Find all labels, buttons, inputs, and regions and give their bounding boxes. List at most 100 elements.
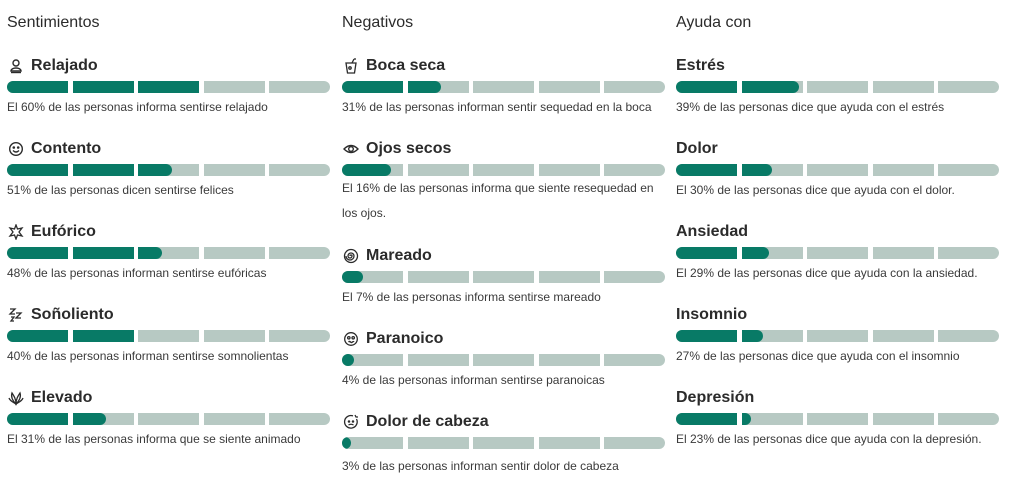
bar-segment xyxy=(473,164,534,176)
bar-fill xyxy=(741,330,763,342)
bar-segment xyxy=(473,271,534,283)
effect-item-relajado: Relajado El 60% de las personas informa … xyxy=(7,56,330,115)
percent-bar xyxy=(7,247,330,259)
effect-description: 3% de las personas informan sentir dolor… xyxy=(342,459,619,473)
percent-bar xyxy=(7,330,330,342)
effect-label: Contento xyxy=(31,140,102,157)
bar-fill xyxy=(676,81,737,93)
bar-segment xyxy=(872,81,934,93)
effect-label: Soñoliento xyxy=(31,306,114,323)
bar-fill xyxy=(7,247,68,259)
bar-segment xyxy=(938,330,999,342)
bar-fill xyxy=(7,330,68,342)
drink-icon xyxy=(342,57,360,75)
percent-bar xyxy=(676,247,999,259)
bar-fill xyxy=(676,413,737,425)
bar-fill xyxy=(72,247,134,259)
bar-segment xyxy=(203,164,265,176)
effect-item-ojos-secos: Ojos secos El 16% de las personas inform… xyxy=(342,139,665,226)
effect-label: Dolor de cabeza xyxy=(366,413,489,430)
effect-description: El 7% de las personas informa sentirse m… xyxy=(342,290,601,304)
bar-segment xyxy=(676,330,737,342)
bar-segment xyxy=(604,437,665,449)
bar-segment xyxy=(741,81,803,93)
bar-fill xyxy=(138,81,199,93)
bar-segment xyxy=(203,247,265,259)
bar-segment xyxy=(676,247,737,259)
percent-bar xyxy=(342,437,665,449)
bar-fill xyxy=(741,81,800,93)
bar-segment xyxy=(741,413,803,425)
helps-item-estres: Estrés 39% de las personas dice que ayud… xyxy=(676,56,999,115)
bar-segment xyxy=(203,330,265,342)
bar-segment xyxy=(407,81,469,93)
effect-description: 27% de las personas dice que ayuda con e… xyxy=(676,349,960,363)
bar-segment xyxy=(741,330,803,342)
bar-segment xyxy=(203,413,265,425)
column-title: Ayuda con xyxy=(676,14,752,31)
bar-segment xyxy=(342,354,403,366)
bar-segment xyxy=(7,330,68,342)
bar-fill xyxy=(676,330,737,342)
bar-fill xyxy=(342,271,364,283)
bar-segment xyxy=(538,81,600,93)
bar-segment xyxy=(604,164,665,176)
bar-segment xyxy=(741,164,803,176)
bar-segment xyxy=(138,330,199,342)
bar-segment xyxy=(473,81,534,93)
effect-label: Paranoico xyxy=(366,330,444,347)
percent-bar xyxy=(676,164,999,176)
bar-segment xyxy=(269,164,330,176)
bar-fill xyxy=(342,81,403,93)
helps-item-insomnio: Insomnio 27% de las personas dice que ay… xyxy=(676,305,999,364)
effect-description: El 31% de las personas informa que se si… xyxy=(7,432,301,446)
effect-description: 31% de las personas informan sentir sequ… xyxy=(342,100,652,114)
bar-segment xyxy=(407,354,469,366)
bar-segment xyxy=(138,164,199,176)
effect-description: El 30% de las personas dice que ayuda co… xyxy=(676,183,955,197)
bar-segment xyxy=(7,413,68,425)
bar-fill xyxy=(741,413,751,425)
percent-bar xyxy=(676,413,999,425)
bar-segment xyxy=(342,271,403,283)
bar-segment xyxy=(72,81,134,93)
bar-segment xyxy=(938,247,999,259)
bar-segment xyxy=(269,247,330,259)
effect-item-euforico: Eufórico 48% de las personas informan se… xyxy=(7,222,330,281)
bar-fill xyxy=(7,81,68,93)
percent-bar xyxy=(342,354,665,366)
bar-segment xyxy=(604,81,665,93)
bar-segment xyxy=(676,413,737,425)
bar-segment xyxy=(938,81,999,93)
bar-segment xyxy=(72,413,134,425)
effect-label: Relajado xyxy=(31,57,98,74)
relaxed-icon xyxy=(7,57,25,75)
effect-label: Dolor xyxy=(676,140,718,157)
bar-fill xyxy=(741,164,772,176)
bar-segment xyxy=(872,330,934,342)
effect-description: 40% de las personas informan sentirse so… xyxy=(7,349,289,363)
bar-segment xyxy=(938,413,999,425)
bar-segment xyxy=(807,330,868,342)
bar-fill xyxy=(342,354,355,366)
percent-bar xyxy=(342,164,665,176)
bar-fill xyxy=(138,247,163,259)
effect-description: 51% de las personas dicen sentirse felic… xyxy=(7,183,234,197)
bar-segment xyxy=(342,164,403,176)
bar-fill xyxy=(72,413,107,425)
bar-segment xyxy=(676,164,737,176)
bar-segment xyxy=(807,413,868,425)
effect-item-dolor-de-cabeza: Dolor de cabeza 3% de las personas infor… xyxy=(342,412,665,474)
effect-label: Eufórico xyxy=(31,223,96,240)
helps-item-ansiedad: Ansiedad El 29% de las personas dice que… xyxy=(676,222,999,281)
bar-segment xyxy=(407,271,469,283)
helps-item-depresion: Depresión El 23% de las personas dice qu… xyxy=(676,388,999,447)
bar-segment xyxy=(269,413,330,425)
bar-segment xyxy=(538,271,600,283)
bar-segment xyxy=(473,354,534,366)
bar-segment xyxy=(807,247,868,259)
leaves-icon xyxy=(7,389,25,407)
bar-fill xyxy=(72,81,134,93)
effect-item-sonoliento: Soñoliento 40% de las personas informan … xyxy=(7,305,330,364)
bar-fill xyxy=(138,164,172,176)
